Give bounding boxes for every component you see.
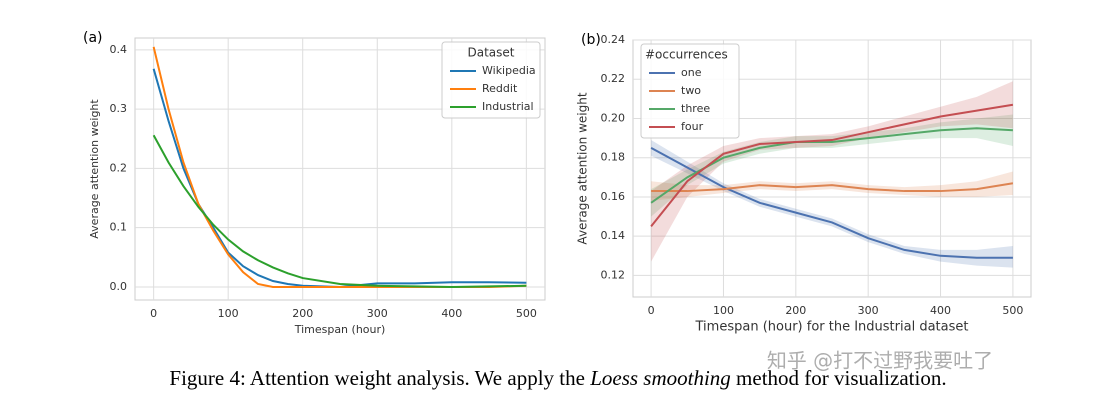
y-tick-label: 0.18 xyxy=(601,151,626,164)
x-tick-label: 300 xyxy=(858,304,879,317)
series-line xyxy=(650,147,1013,259)
x-tick-label: 500 xyxy=(1002,304,1023,317)
x-tick-label: 100 xyxy=(713,304,734,317)
legend-label: four xyxy=(681,120,704,133)
y-tick-label: 0.14 xyxy=(601,229,626,242)
x-tick-label: 100 xyxy=(218,307,239,320)
y-tick-label: 0.16 xyxy=(601,190,626,203)
confidence-band xyxy=(651,140,1013,268)
y-tick-label: 0.0 xyxy=(110,280,128,293)
y-tick-label: 0.2 xyxy=(110,161,128,174)
legend-box xyxy=(640,43,740,139)
x-tick-label: 500 xyxy=(516,307,537,320)
x-tick-label: 400 xyxy=(930,304,951,317)
legend-label: Reddit xyxy=(482,82,518,95)
x-tick-label: 0 xyxy=(150,307,157,320)
x-tick-label: 200 xyxy=(785,304,806,317)
series-line xyxy=(650,127,1013,204)
caption-emphasis: Loess smoothing xyxy=(589,366,731,390)
legend-label: three xyxy=(681,102,710,115)
y-axis-label: Average attention weight xyxy=(576,92,590,244)
confidence-band xyxy=(651,81,1013,262)
legend-title: #occurrences xyxy=(645,48,728,62)
legend-label: Wikipedia xyxy=(482,64,536,77)
series-line xyxy=(650,103,1014,227)
caption: Figure 4: Attention weight analysis. We … xyxy=(169,366,946,390)
x-tick-label: 300 xyxy=(367,307,388,320)
caption-suffix: method for visualization. xyxy=(731,366,947,390)
x-tick-label: 400 xyxy=(441,307,462,320)
y-tick-label: 0.22 xyxy=(601,72,626,85)
y-tick-label: 0.1 xyxy=(110,221,128,234)
panel-label: (a) xyxy=(83,30,103,46)
y-tick-label: 0.24 xyxy=(601,33,626,46)
x-axis-label: Timespan (hour) xyxy=(294,323,386,336)
watermark: 知乎 @打不过野我要吐了 xyxy=(767,349,993,373)
y-axis-label: Average attention weight xyxy=(88,99,101,239)
legend-box xyxy=(441,41,541,119)
x-tick-label: 200 xyxy=(292,307,313,320)
series-line xyxy=(651,182,1014,193)
legend-title: Dataset xyxy=(468,46,515,60)
y-tick-label: 0.3 xyxy=(110,102,128,115)
confidence-band xyxy=(651,114,1013,217)
panel-label: (b) xyxy=(581,32,601,48)
legend-label: one xyxy=(681,66,702,79)
x-tick-label: 0 xyxy=(648,304,655,317)
legend: #occurrences one two three four xyxy=(640,43,740,139)
legend-label: Industrial xyxy=(482,100,534,113)
y-tick-label: 0.4 xyxy=(110,43,128,56)
series-line xyxy=(152,134,527,288)
legend-label: two xyxy=(681,84,701,97)
y-tick-label: 0.20 xyxy=(601,111,626,124)
y-tick-label: 0.12 xyxy=(601,268,626,281)
caption-prefix: Figure 4: Attention weight analysis. We … xyxy=(169,366,590,390)
x-axis-label: Timespan (hour) for the Industrial datas… xyxy=(695,320,969,335)
legend: Dataset Wikipedia Reddit Industrial xyxy=(441,41,541,119)
